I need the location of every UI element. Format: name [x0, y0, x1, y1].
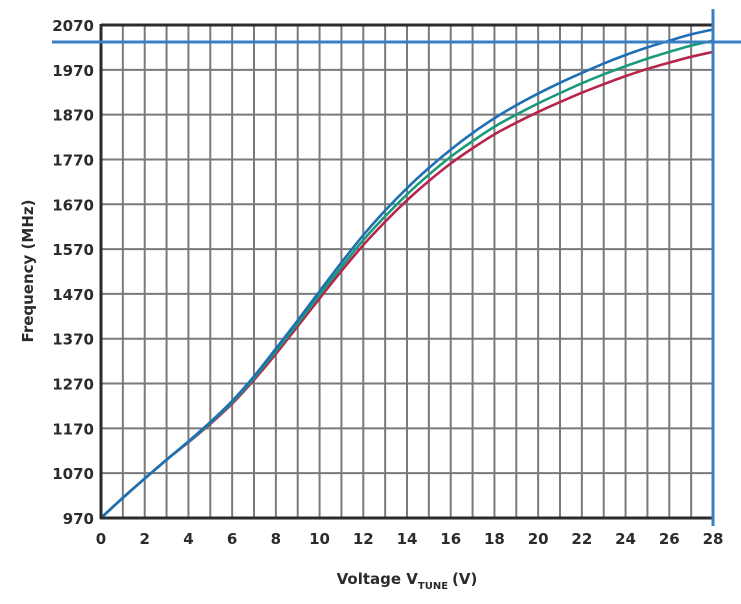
- x-tick-label: 22: [571, 530, 592, 548]
- y-axis-tick-labels: 970 1070 1170 1270 1370 1470 1570 1670 1770 1870 1…: [52, 17, 94, 528]
- x-tick-label: 16: [440, 530, 461, 548]
- y-tick-label: 1470: [52, 286, 94, 304]
- y-tick-label: 1970: [52, 62, 94, 80]
- x-axis-title-main: Voltage V: [337, 570, 419, 588]
- grid-lines: [100, 24, 714, 519]
- marker-lines: [52, 9, 741, 526]
- y-tick-label: 1070: [52, 465, 94, 483]
- y-tick-label: 1270: [52, 376, 94, 394]
- y-tick-label: 1170: [52, 420, 94, 438]
- x-tick-label: 20: [528, 530, 549, 548]
- y-axis-title: Frequency (MHz): [19, 200, 37, 343]
- x-tick-label: 18: [484, 530, 505, 548]
- x-axis-tick-labels: 0 2 4 6 8 10 12 14 16 18 20 22 24 26 28: [96, 530, 724, 548]
- x-tick-label: 8: [271, 530, 281, 548]
- y-tick-label: 1370: [52, 331, 94, 349]
- y-tick-label: 1670: [52, 196, 94, 214]
- x-tick-label: 2: [139, 530, 149, 548]
- axes: [99, 23, 713, 520]
- x-tick-label: 26: [659, 530, 680, 548]
- x-axis-title-subscript: TUNE: [418, 581, 448, 592]
- x-tick-label: 24: [615, 530, 636, 548]
- x-tick-label: 10: [309, 530, 330, 548]
- data-series: [100, 28, 714, 519]
- x-tick-label: 4: [183, 530, 193, 548]
- x-axis-title: Voltage VTUNE (V): [337, 570, 478, 592]
- x-tick-label: 28: [703, 530, 724, 548]
- y-tick-label: 1770: [52, 151, 94, 169]
- x-axis-title-unit: (V): [452, 570, 477, 588]
- y-tick-label: 1870: [52, 107, 94, 125]
- y-tick-label: 970: [63, 510, 94, 528]
- curve-blue-line: [100, 28, 714, 519]
- x-tick-label: 6: [227, 530, 237, 548]
- x-tick-label: 12: [353, 530, 374, 548]
- y-tick-label: 1570: [52, 241, 94, 259]
- x-tick-label: 14: [397, 530, 418, 548]
- x-tick-label: 0: [96, 530, 106, 548]
- y-tick-label: 2070: [52, 17, 94, 35]
